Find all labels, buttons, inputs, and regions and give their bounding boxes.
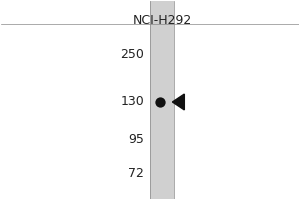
Text: 130: 130 [120, 95, 144, 108]
Text: 95: 95 [128, 133, 144, 146]
Bar [150, 1, 174, 199]
Text: 72: 72 [128, 167, 144, 180]
Text: 250: 250 [120, 48, 144, 61]
Text: NCI-H292: NCI-H292 [132, 14, 192, 27]
Polygon shape [172, 94, 184, 110]
Point [158, 100, 163, 104]
